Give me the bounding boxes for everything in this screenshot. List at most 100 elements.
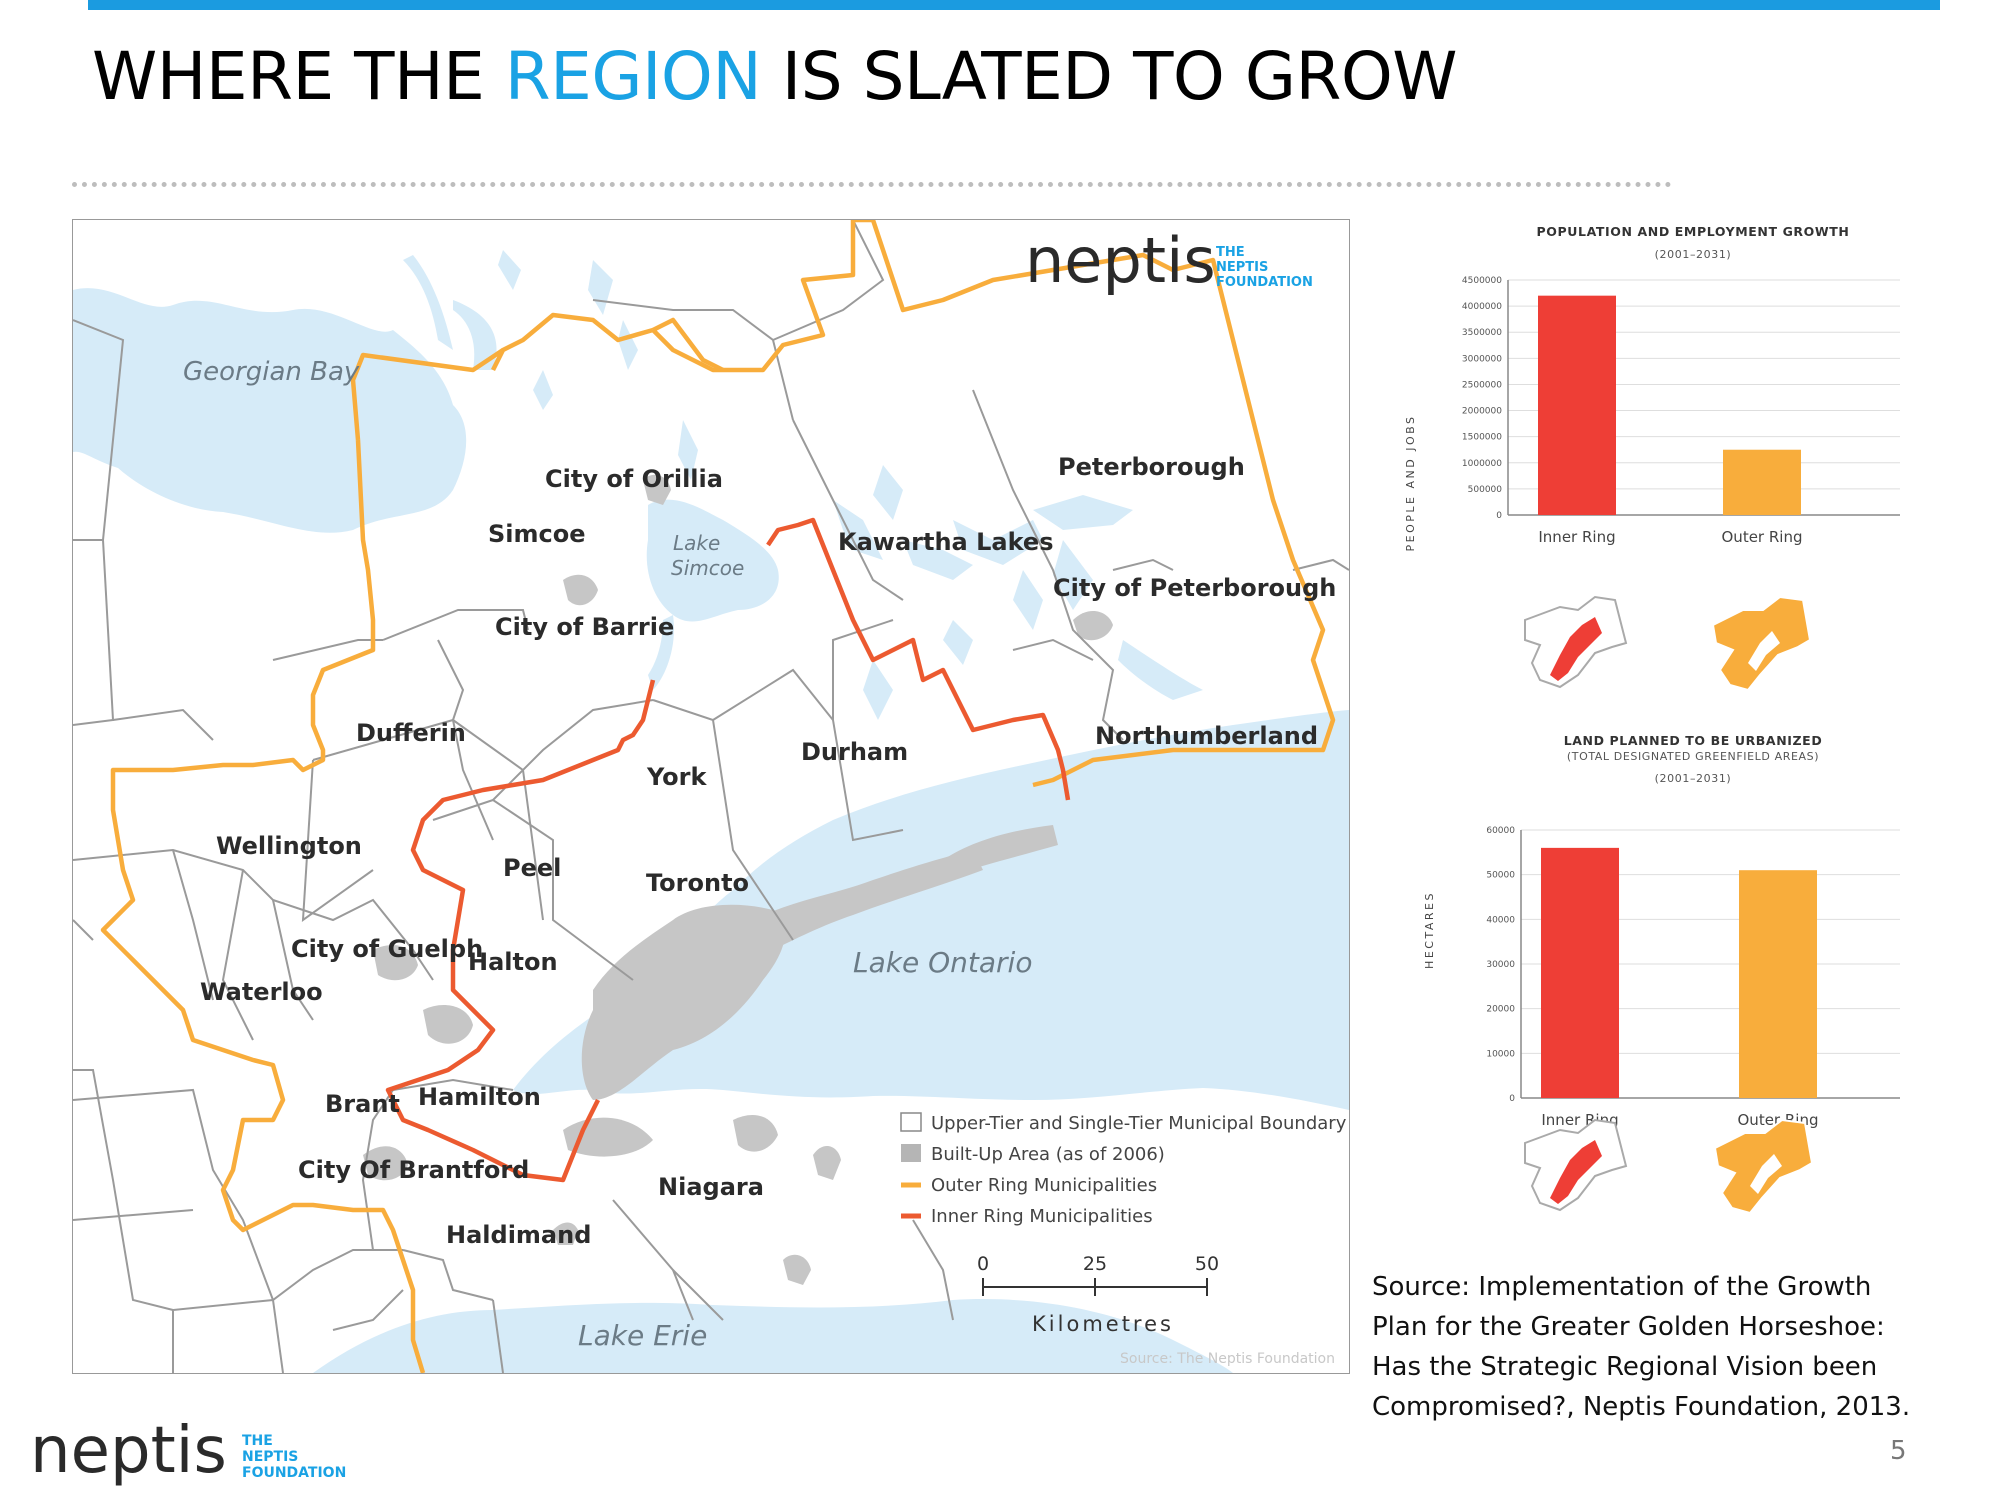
label-city-of-orillia: City of Orillia: [545, 465, 723, 493]
chart2-subtitle1: (TOTAL DESIGNATED GREENFIELD AREAS): [1567, 750, 1819, 763]
chart1-subtitle: (2001–2031): [1655, 248, 1732, 261]
label-lake-simcoe-1: Lake: [673, 531, 720, 555]
footer-logo-word: neptis: [30, 1414, 227, 1488]
label-kawartha-lakes: Kawartha Lakes: [838, 528, 1053, 556]
c2-y-tick-label: 50000: [1486, 871, 1515, 881]
c1-y-tick-label: 1500000: [1462, 433, 1502, 443]
scale-tick-0: 0: [977, 1253, 989, 1275]
label-wellington: Wellington: [216, 832, 362, 860]
chart1-inner-ring-thumb: [1524, 595, 1628, 689]
footer-logo-line3: FOUNDATION: [242, 1465, 346, 1481]
chart1-ylabel: PEOPLE AND JOBS: [1404, 415, 1417, 552]
region-map: Georgian Bay Lake Simcoe Lake Ontario La…: [72, 219, 1350, 1374]
label-city-of-peterborough: City of Peterborough: [1053, 574, 1336, 602]
c1-y-tick-label: 3500000: [1462, 328, 1502, 338]
georgian-bay-water: [73, 288, 467, 533]
label-haldimand: Haldimand: [446, 1221, 591, 1249]
map-logo-line2: NEPTIS: [1216, 260, 1268, 275]
label-peel: Peel: [503, 854, 561, 882]
c2-y-tick-label: 30000: [1486, 960, 1515, 970]
c2-bar-inner-ring: [1541, 847, 1619, 1098]
chart2-bars: [1541, 847, 1817, 1098]
label-simcoe: Simcoe: [488, 520, 586, 548]
slide-number: 5: [1890, 1436, 1907, 1466]
map-credit: Source: The Neptis Foundation: [1120, 1351, 1335, 1367]
scale-tick-50: 50: [1195, 1253, 1219, 1275]
label-georgian-bay: Georgian Bay: [183, 357, 360, 387]
label-hamilton: Hamilton: [418, 1083, 541, 1111]
title-part-2: IS SLATED TO GROW: [761, 38, 1458, 115]
legend-item-outer-ring: Outer Ring Municipalities: [931, 1175, 1157, 1196]
label-lake-simcoe-2: Simcoe: [671, 556, 744, 580]
label-peterborough: Peterborough: [1058, 453, 1245, 481]
label-halton: Halton: [468, 948, 558, 976]
outer-ring-boundary: [651, 220, 1336, 788]
footer-logo-line1: THE: [242, 1433, 273, 1449]
label-city-of-brantford: City Of Brantford: [298, 1156, 529, 1184]
c2-y-tick-label: 60000: [1486, 826, 1515, 836]
legend-item-inner-ring: Inner Ring Municipalities: [931, 1206, 1153, 1227]
lake-simcoe-water: [646, 499, 779, 622]
label-city-of-guelph: City of Guelph: [291, 935, 483, 963]
chart2-ylabel: HECTARES: [1423, 891, 1436, 969]
c1-y-tick-label: 0: [1496, 511, 1502, 521]
map-legend: Upper-Tier and Single-Tier Municipal Bou…: [900, 1112, 1347, 1227]
label-niagara: Niagara: [658, 1173, 764, 1201]
c1-category-label: Inner Ring: [1538, 528, 1615, 546]
c2-y-tick-label: 0: [1509, 1094, 1515, 1104]
c1-y-tick-label: 2000000: [1462, 407, 1502, 417]
top-accent-bar: [88, 0, 1940, 10]
label-york: York: [646, 763, 708, 791]
source-citation: Source: Implementation of the Growth Pla…: [1372, 1272, 1911, 1422]
label-durham: Durham: [801, 738, 908, 766]
footer-logo-line2: NEPTIS: [242, 1449, 298, 1465]
map-logo-line3: FOUNDATION: [1216, 275, 1313, 290]
chart1-outer-ring-thumb: [1711, 595, 1812, 692]
map-logo-word: neptis: [1025, 224, 1216, 297]
label-city-of-barrie: City of Barrie: [495, 613, 674, 641]
c1-y-tick-label: 4500000: [1462, 276, 1502, 286]
chart1-categories: Inner Ring Outer Ring: [1538, 528, 1802, 546]
label-waterloo: Waterloo: [200, 978, 323, 1006]
c1-y-tick-label: 2500000: [1462, 380, 1502, 390]
label-northumberland: Northumberland: [1095, 722, 1318, 750]
title-part-1: WHERE THE: [92, 38, 505, 115]
c1-y-tick-label: 500000: [1468, 485, 1503, 495]
label-brant: Brant: [325, 1090, 400, 1118]
slide-title: WHERE THE REGION IS SLATED TO GROW: [92, 38, 1458, 115]
chart1-y-ticks: 0 500000 1000000 1500000 2000000 2500000 30000…: [1462, 276, 1502, 521]
scale-tick-25: 25: [1083, 1253, 1107, 1275]
map-logo-line1: THE: [1216, 245, 1245, 260]
chart2-y-ticks: 0 10000 20000 30000 40000 50000 60000: [1486, 826, 1515, 1104]
label-dufferin: Dufferin: [356, 719, 466, 747]
c2-y-tick-label: 10000: [1486, 1049, 1515, 1059]
c1-bar-inner-ring: [1538, 295, 1616, 515]
label-toronto: Toronto: [646, 869, 749, 897]
legend-item-boundary: Upper-Tier and Single-Tier Municipal Bou…: [931, 1113, 1347, 1134]
c1-y-tick-label: 3000000: [1462, 354, 1502, 364]
municipal-boundaries: [73, 220, 1349, 1373]
population-employment-chart: POPULATION AND EMPLOYMENT GROWTH (2001–2…: [1404, 224, 1900, 692]
label-lake-erie: Lake Erie: [578, 1319, 707, 1352]
chart1-title: POPULATION AND EMPLOYMENT GROWTH: [1537, 224, 1850, 239]
scale-bar: 0 25 50 Kilometres: [977, 1253, 1219, 1336]
c1-bar-outer-ring: [1723, 449, 1801, 515]
chart1-bars: [1538, 295, 1801, 515]
scale-unit: Kilometres: [1032, 1312, 1174, 1336]
built-up-areas: [363, 474, 1113, 1285]
land-urbanized-chart: LAND PLANNED TO BE URBANIZED (TOTAL DESI…: [1423, 733, 1900, 1215]
legend-item-built-up: Built-Up Area (as of 2006): [931, 1144, 1165, 1165]
label-lake-ontario: Lake Ontario: [853, 946, 1032, 979]
c1-category-label: Outer Ring: [1722, 528, 1803, 546]
chart2-title: LAND PLANNED TO BE URBANIZED: [1564, 733, 1823, 748]
c2-y-tick-label: 20000: [1486, 1005, 1515, 1015]
lake-erie-water: [313, 1299, 1233, 1373]
title-accent-word: REGION: [504, 38, 762, 115]
c2-y-tick-label: 40000: [1486, 915, 1515, 925]
chart2-inner-ring-thumb: [1524, 1118, 1628, 1212]
dotted-divider: [72, 182, 1672, 187]
c2-bar-outer-ring: [1739, 870, 1817, 1098]
c1-y-tick-label: 1000000: [1462, 459, 1502, 469]
neptis-footer-logo: neptis THE NEPTIS FOUNDATION: [30, 1410, 370, 1500]
chart2-outer-ring-thumb: [1713, 1118, 1814, 1215]
